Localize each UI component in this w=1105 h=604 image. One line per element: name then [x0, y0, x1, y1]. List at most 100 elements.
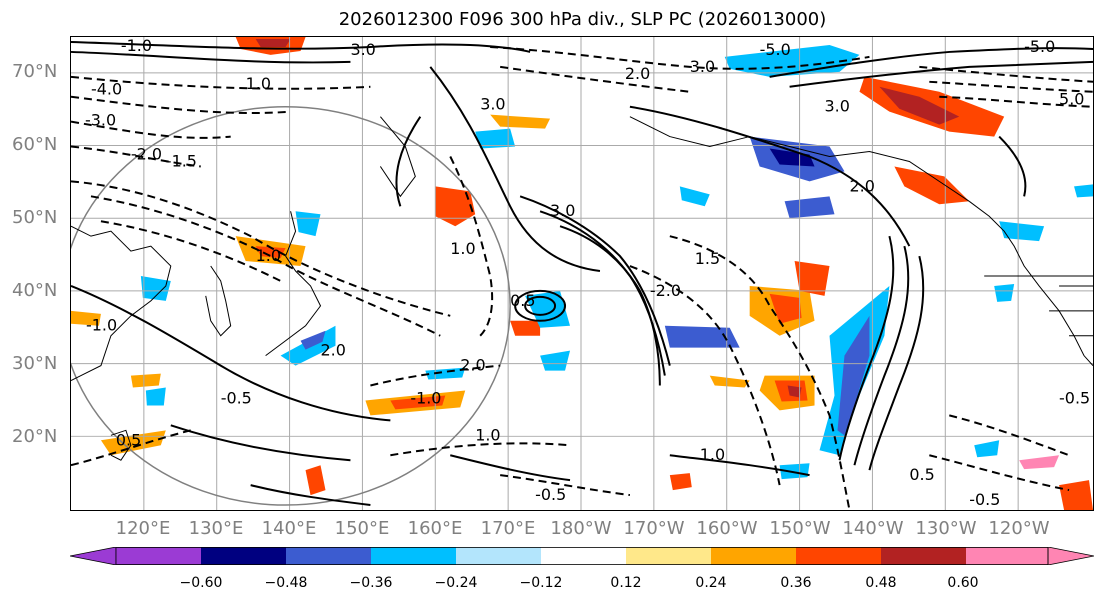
div-patch — [1059, 480, 1093, 510]
colorbar-label: −0.12 — [519, 575, 563, 591]
contour-line — [90, 195, 441, 337]
div-patch — [894, 166, 970, 205]
div-patch — [1019, 455, 1060, 470]
colorbar-segment — [796, 547, 881, 565]
contour-label: 0.5 — [510, 291, 535, 310]
lon-label: 160°E — [407, 518, 463, 539]
contour-line — [929, 80, 1093, 93]
colorbar-segment — [201, 547, 286, 565]
contour-label: 5.0 — [1059, 90, 1084, 109]
lat-label-70: 70°N — [12, 61, 58, 82]
contour-line — [669, 454, 810, 477]
contour-label: 1.5 — [695, 249, 720, 268]
contour-line — [429, 66, 601, 272]
contour-line — [71, 285, 391, 422]
colorbar — [70, 547, 1094, 565]
contour-label: -3.0 — [85, 111, 116, 130]
contour-label: 1.0 — [475, 425, 500, 444]
conv-patch — [295, 211, 321, 237]
div-patch — [435, 186, 476, 227]
conv-patch — [540, 350, 571, 371]
lon-label: 140°E — [261, 518, 317, 539]
colorbar-segment — [626, 547, 711, 565]
conv-patch — [300, 330, 326, 350]
contour-line — [71, 95, 291, 114]
colorbar-segment — [711, 547, 796, 565]
div-patch — [879, 86, 960, 125]
coastline-philippines — [110, 429, 132, 461]
conv-patch — [664, 325, 740, 348]
contour-label: 0.5 — [116, 430, 141, 449]
contour-label: -4.0 — [91, 80, 122, 99]
div-patch — [510, 320, 541, 336]
div-patch — [709, 375, 750, 388]
lon-label: 180°W — [550, 518, 612, 539]
div-patch — [305, 465, 326, 496]
contour-label: -0.5 — [535, 485, 566, 504]
contour-line — [395, 116, 422, 207]
contour-line — [919, 65, 1093, 83]
colorbar-label: −0.24 — [434, 575, 478, 591]
contour-line — [524, 295, 557, 316]
contour-label: -2.0 — [650, 281, 681, 300]
lon-label: 120°W — [988, 518, 1050, 539]
contour-label: 3.0 — [480, 95, 505, 114]
contour-line — [629, 265, 781, 486]
contour-line — [629, 105, 911, 247]
contour-line — [559, 225, 661, 386]
lat-label-40: 40°N — [12, 280, 58, 301]
contour-line — [170, 424, 351, 462]
contour-label: 0.5 — [909, 465, 934, 484]
contour-line — [71, 429, 192, 467]
div-patch — [130, 373, 161, 388]
conv-patch — [679, 186, 710, 207]
contour-line — [71, 75, 371, 90]
state-border — [984, 275, 1093, 337]
lon-label: 150°E — [334, 518, 390, 539]
negative-contours — [71, 45, 1093, 510]
contour-label: -2.0 — [131, 144, 162, 163]
colorbar-segment — [541, 547, 626, 565]
divergence-shading — [71, 37, 1093, 510]
contour-label: 2.0 — [460, 356, 485, 375]
coastlines — [71, 116, 1093, 461]
colorbar-segment — [456, 547, 541, 565]
map-canvas: -1.0 -4.0 -3.0 -2.0 -1.5 1.0 3.0 3.0 2.0… — [71, 37, 1093, 510]
lon-label: 140°W — [842, 518, 904, 539]
colorbar-label: 0.36 — [780, 575, 812, 591]
contour-label: -5.0 — [1024, 37, 1055, 56]
conv-patch — [999, 221, 1045, 242]
div-patch — [71, 310, 101, 326]
div-patch — [255, 246, 286, 259]
contour-line — [71, 120, 231, 139]
contour-label: 2.0 — [625, 64, 650, 83]
contour-label: 1.0 — [700, 445, 725, 464]
conv-patch — [784, 196, 835, 219]
contour-line — [490, 45, 870, 70]
contour-line — [998, 135, 1027, 197]
contour-line — [514, 289, 567, 322]
div-patch — [769, 293, 802, 324]
lon-label: 130°W — [915, 518, 977, 539]
colorbar-segment — [286, 547, 371, 565]
lat-label-30: 30°N — [12, 353, 58, 374]
contour-label: 2.0 — [849, 176, 874, 195]
lat-label-60: 60°N — [12, 134, 58, 155]
contour-line — [929, 454, 1070, 492]
coastline-kamchatka — [379, 116, 416, 198]
contour-line — [370, 364, 501, 387]
colorbar-segment — [966, 547, 1048, 565]
div-patch — [390, 395, 446, 410]
lon-label: 160°W — [696, 518, 758, 539]
contour-line — [500, 65, 690, 93]
coastline-korea — [205, 265, 232, 337]
colorbar-segment — [371, 547, 456, 565]
lat-label-50: 50°N — [12, 207, 58, 228]
contour-line — [100, 220, 282, 282]
conv-patch — [769, 148, 815, 167]
positive-contours — [71, 40, 1093, 507]
contour-line — [71, 180, 451, 317]
div-patch — [794, 261, 830, 296]
contour-label: -5.0 — [760, 40, 791, 59]
contour-line — [390, 442, 571, 457]
